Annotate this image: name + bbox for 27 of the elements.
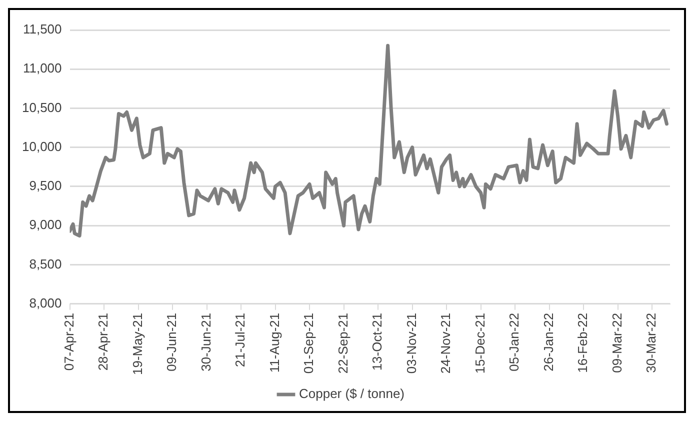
y-tick-label: 8,500 (29, 256, 62, 272)
x-tick-label: 30-Jun-21 (198, 312, 214, 372)
y-tick-label: 10,000 (22, 138, 62, 154)
x-tick-label: 07-Apr-21 (61, 312, 76, 371)
x-tick-label: 01-Sep-21 (301, 312, 316, 374)
y-tick-label: 11,500 (22, 22, 62, 37)
y-tick-label: 9,500 (29, 178, 62, 194)
x-tick-label: 15-Dec-21 (472, 312, 488, 374)
x-tick-label: 26-Jan-22 (540, 312, 556, 372)
x-tick-label: 22-Sep-21 (335, 312, 350, 374)
y-tick-label: 10,500 (22, 100, 62, 115)
x-tick-label: 05-Jan-22 (506, 312, 522, 372)
x-tick-label: 21-Jul-21 (232, 312, 248, 368)
x-tick-label: 16-Feb-22 (575, 312, 590, 373)
x-tick-label: 28-Apr-21 (96, 312, 111, 371)
legend-label: Copper ($ / tonne) (299, 386, 405, 402)
x-tick-label: 09-Jun-21 (164, 312, 180, 372)
x-tick-label: 03-Nov-21 (404, 312, 419, 374)
x-tick-label: 30-Mar-22 (644, 312, 659, 373)
x-tick-label: 09-Mar-22 (609, 312, 624, 373)
y-tick-label: 8,000 (29, 295, 62, 310)
y-tick-label: 11,000 (22, 60, 62, 76)
x-tick-label: 11-Aug-21 (266, 312, 282, 373)
x-tick-label: 13-Oct-21 (370, 312, 385, 371)
y-tick-label: 9,000 (29, 217, 62, 232)
x-tick-label: 19-May-21 (130, 312, 145, 376)
x-tick-label: 24-Nov-21 (438, 312, 454, 374)
